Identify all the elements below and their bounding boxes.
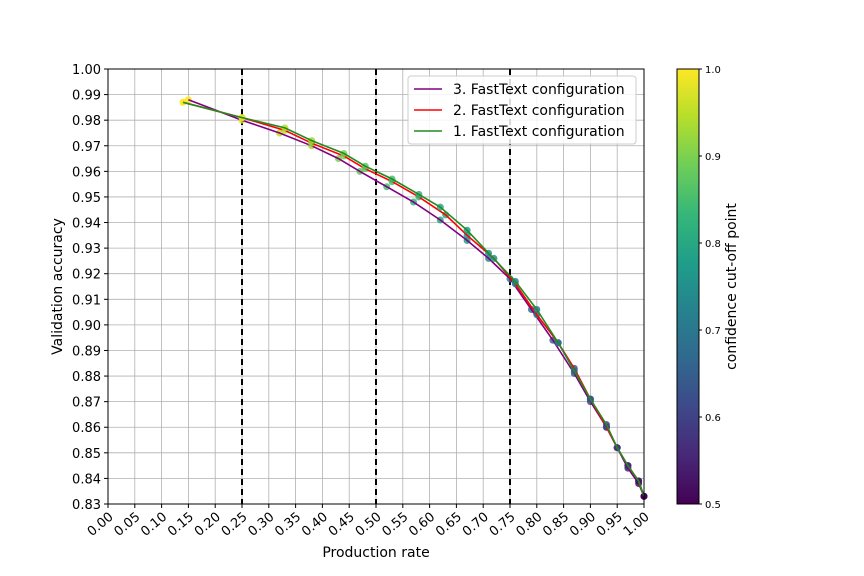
y-tick-label: 0.87 xyxy=(72,396,101,411)
colorbar: 0.5 0.6 0.7 0.8 0.9 1.0 xyxy=(676,65,721,511)
x-tick-label: 0.35 xyxy=(272,510,304,540)
series-layer xyxy=(179,96,648,500)
x-tick-label: 0.15 xyxy=(165,510,197,540)
x-tick-label: 0.60 xyxy=(406,510,438,540)
y-tick-label: 0.90 xyxy=(72,319,101,334)
legend-label: 2. FastText configuration xyxy=(453,103,625,119)
y-tick-label: 1.00 xyxy=(72,63,101,78)
x-tick-label: 0.90 xyxy=(567,510,599,540)
y-axis-ticks: 0.83 0.84 0.85 0.86 0.87 0.88 0.89 0.90 0.91 0.92… xyxy=(72,63,108,513)
x-tick-label: 0.95 xyxy=(594,510,626,540)
y-tick-label: 0.83 xyxy=(72,498,101,513)
x-tick-label: 0.40 xyxy=(299,510,331,540)
y-tick-label: 0.95 xyxy=(72,191,101,206)
colorbar-tick-label: 0.9 xyxy=(705,152,721,163)
y-tick-label: 0.96 xyxy=(72,165,101,180)
series-3 xyxy=(179,98,648,500)
x-tick-label: 0.00 xyxy=(85,510,117,540)
y-tick-label: 0.99 xyxy=(72,89,101,104)
x-tick-label: 0.10 xyxy=(138,510,170,540)
legend-item: 3. FastText configuration xyxy=(414,82,625,98)
series-line xyxy=(182,101,645,497)
colorbar-tick-label: 0.8 xyxy=(705,239,721,250)
y-tick-label: 0.89 xyxy=(72,344,101,359)
y-tick-label: 0.92 xyxy=(72,268,101,283)
x-tick-label: 0.30 xyxy=(246,510,278,540)
colorbar-tick-label: 0.7 xyxy=(705,326,721,337)
y-tick-label: 0.88 xyxy=(72,370,101,385)
x-tick-label: 0.25 xyxy=(219,510,251,540)
x-tick-label: 0.65 xyxy=(433,510,465,540)
legend-box xyxy=(407,75,637,145)
x-tick-label: 0.45 xyxy=(326,510,358,540)
colorbar-tick-label: 0.5 xyxy=(705,500,721,511)
x-tick-label: 0.70 xyxy=(460,510,492,540)
colorbar-label: confidence cut-off point xyxy=(724,203,740,370)
y-tick-label: 0.85 xyxy=(72,447,101,462)
y-tick-label: 0.98 xyxy=(72,114,101,129)
x-tick-label: 0.85 xyxy=(540,510,572,540)
x-tick-label: 1.00 xyxy=(621,510,653,540)
legend-label: 3. FastText configuration xyxy=(453,82,625,98)
series-1 xyxy=(184,96,648,500)
x-tick-label: 0.80 xyxy=(514,510,546,540)
x-tick-label: 0.50 xyxy=(353,510,385,540)
legend-label: 1. FastText configuration xyxy=(453,124,625,140)
colorbar-gradient xyxy=(676,68,700,505)
x-tick-label: 0.05 xyxy=(112,510,144,540)
series-line xyxy=(188,98,645,497)
x-tick-label: 0.75 xyxy=(487,510,519,540)
y-tick-label: 0.94 xyxy=(72,217,101,232)
legend-item: 2. FastText configuration xyxy=(414,103,625,119)
legend-item: 1. FastText configuration xyxy=(414,124,625,140)
y-tick-label: 0.93 xyxy=(72,242,101,257)
x-axis-ticks: 0.000.050.100.150.200.250.300.350.400.45… xyxy=(85,504,653,540)
colorbar-tick-label: 1.0 xyxy=(705,65,721,76)
legend: 3. FastText configuration 2. FastText con… xyxy=(407,75,637,145)
colorbar-tick-label: 0.6 xyxy=(705,413,721,424)
y-tick-label: 0.91 xyxy=(72,293,101,308)
y-axis-label: Validation accuracy xyxy=(50,218,66,355)
x-axis-label: Production rate xyxy=(322,545,429,561)
x-tick-label: 0.55 xyxy=(380,510,412,540)
y-tick-label: 0.86 xyxy=(72,421,101,436)
y-tick-label: 0.84 xyxy=(72,472,101,487)
x-tick-label: 0.20 xyxy=(192,510,224,540)
y-tick-label: 0.97 xyxy=(72,140,101,155)
